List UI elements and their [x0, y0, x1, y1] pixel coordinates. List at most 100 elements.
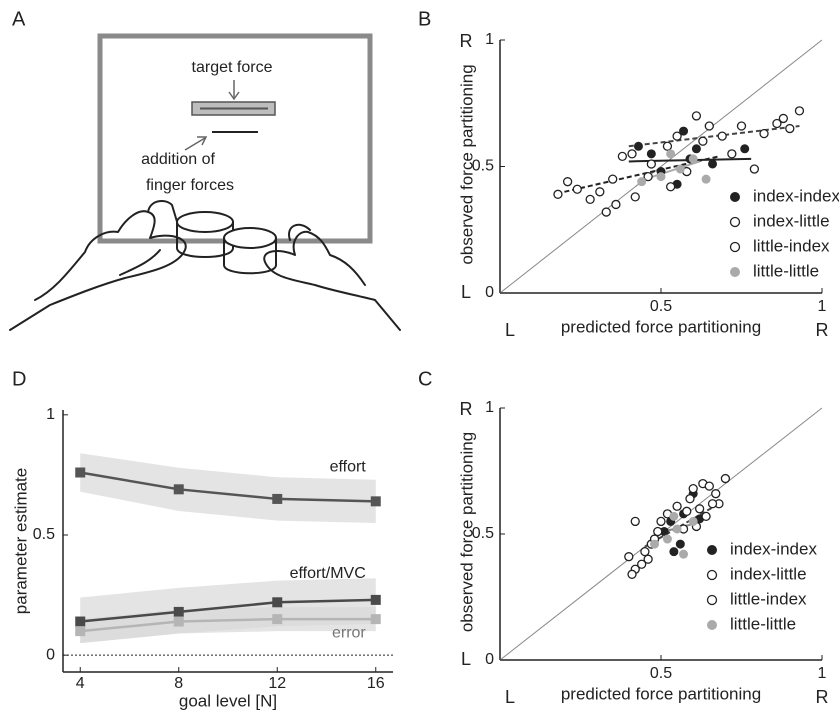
marker	[272, 597, 282, 607]
point	[638, 178, 646, 186]
point	[760, 130, 768, 138]
panel-label: B	[418, 8, 431, 30]
fit-line	[629, 126, 800, 146]
point	[609, 175, 617, 183]
point	[670, 512, 678, 520]
y-end-label: L	[461, 282, 471, 302]
point	[663, 142, 671, 150]
label: target force	[192, 59, 273, 76]
point	[709, 500, 717, 508]
point	[612, 200, 620, 208]
x-end-label: R	[816, 687, 829, 707]
point	[712, 490, 720, 498]
panel-label: D	[12, 368, 26, 390]
y-tick-label: 0	[485, 284, 494, 301]
x-end-label: L	[505, 320, 515, 340]
y-axis-label: observed force partitioning	[457, 432, 476, 632]
point	[651, 540, 659, 548]
cylinder-top	[224, 228, 276, 248]
point	[670, 548, 678, 556]
point	[750, 165, 758, 173]
marker	[174, 617, 184, 627]
y-axis-label: observed force partitioning	[457, 64, 476, 264]
point	[644, 555, 652, 563]
legend-marker	[708, 621, 717, 630]
cylinder-top	[177, 212, 233, 232]
point	[573, 185, 581, 193]
hand	[264, 232, 400, 330]
label: addition of	[141, 151, 215, 168]
x-tick-label: 8	[174, 675, 183, 692]
point	[596, 188, 604, 196]
y-tick-label: 0	[46, 646, 55, 663]
x-tick-label: 16	[367, 675, 385, 692]
legend-label: index-index	[730, 539, 817, 558]
legend-label: little-index	[753, 236, 830, 255]
marker	[174, 484, 184, 494]
x-tick-label: 0.5	[650, 298, 672, 315]
point	[680, 550, 688, 558]
marker	[371, 595, 381, 605]
point	[699, 137, 707, 145]
x-axis-label: predicted force partitioning	[561, 317, 761, 336]
x-tick-label: 0.5	[650, 665, 672, 682]
point	[676, 540, 684, 548]
point	[689, 485, 697, 493]
legend-label: index-little	[730, 564, 807, 583]
point	[738, 122, 746, 130]
point	[628, 570, 636, 578]
x-tick-label: 1	[818, 298, 827, 315]
point	[718, 132, 726, 140]
point	[689, 155, 697, 163]
marker	[371, 496, 381, 506]
point	[709, 160, 717, 168]
point	[702, 512, 710, 520]
legend-label: index-little	[753, 211, 830, 230]
x-end-label: L	[505, 687, 515, 707]
marker	[371, 614, 381, 624]
x-tick-label: 4	[76, 675, 85, 692]
point	[673, 132, 681, 140]
y-end-label: R	[460, 399, 473, 419]
point	[686, 495, 694, 503]
series-label: effort/MVC	[290, 565, 366, 582]
series-label: error	[332, 624, 366, 641]
point	[663, 535, 671, 543]
marker	[272, 494, 282, 504]
point	[631, 517, 639, 525]
x-tick-label: 12	[268, 675, 286, 692]
point	[564, 178, 572, 186]
point	[667, 183, 675, 191]
point	[696, 505, 704, 513]
point	[676, 165, 684, 173]
y-tick-label: 1	[46, 406, 55, 423]
point	[634, 142, 642, 150]
legend-marker	[731, 218, 740, 227]
point	[657, 517, 665, 525]
legend-marker	[708, 546, 717, 555]
series-label: effort	[330, 459, 367, 476]
y-tick-label: 0	[485, 651, 494, 668]
marker	[272, 614, 282, 624]
point	[628, 150, 636, 158]
point	[705, 482, 713, 490]
point	[689, 517, 697, 525]
legend-label: little-little	[730, 614, 796, 633]
panel-a: A target force addition of finger forces	[10, 8, 400, 330]
y-tick-label: 1	[485, 31, 494, 48]
point	[631, 193, 639, 201]
panel-label: C	[418, 368, 432, 390]
marker	[75, 467, 85, 477]
point	[618, 152, 626, 160]
y-tick-label: 0.5	[33, 526, 55, 543]
point	[647, 160, 655, 168]
point	[625, 553, 633, 561]
y-tick-label: 1	[485, 399, 494, 416]
marker	[75, 617, 85, 627]
point	[692, 112, 700, 120]
point	[795, 107, 803, 115]
legend-label: index-index	[753, 186, 839, 205]
point	[705, 122, 713, 130]
figure: A target force addition of finger forces…	[0, 0, 839, 713]
y-end-label: R	[460, 31, 473, 51]
